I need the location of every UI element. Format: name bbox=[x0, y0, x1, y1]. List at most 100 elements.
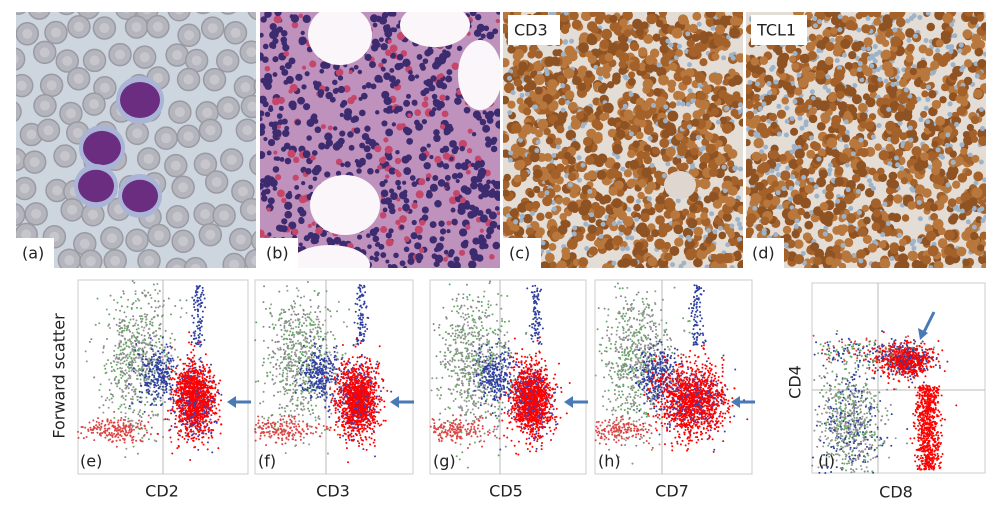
stained-cell bbox=[861, 204, 870, 213]
event bbox=[147, 378, 150, 381]
unstained-cell bbox=[957, 48, 963, 54]
event bbox=[112, 360, 115, 363]
rbc-center bbox=[6, 261, 16, 271]
unstained-cell bbox=[861, 46, 867, 52]
event bbox=[134, 290, 137, 293]
stained-cell bbox=[926, 22, 935, 32]
unstained-cell bbox=[971, 224, 977, 230]
nucleus bbox=[283, 142, 291, 150]
event bbox=[151, 402, 154, 405]
nucleus bbox=[492, 241, 500, 250]
event bbox=[147, 372, 150, 375]
stained-cell bbox=[840, 38, 851, 49]
stained-cell bbox=[804, 220, 814, 230]
stained-cell bbox=[845, 19, 856, 31]
event bbox=[138, 410, 141, 413]
unstained-cell bbox=[848, 206, 854, 212]
event bbox=[120, 305, 123, 308]
unstained-cell bbox=[571, 231, 577, 237]
stained-cell bbox=[591, 201, 600, 211]
nucleus bbox=[418, 152, 427, 162]
unstained-cell bbox=[738, 166, 743, 172]
stained-cell bbox=[930, 60, 940, 70]
unstained-cell bbox=[747, 79, 753, 85]
unstained-cell bbox=[551, 152, 557, 158]
nucleus bbox=[406, 137, 414, 145]
stained-cell bbox=[606, 169, 617, 180]
rbc-center bbox=[237, 186, 248, 197]
stained-cell bbox=[824, 56, 834, 66]
stained-cell bbox=[903, 143, 912, 152]
stained-cell bbox=[970, 115, 980, 125]
nucleus bbox=[263, 177, 270, 184]
stained-cell bbox=[636, 97, 644, 105]
stained-cell bbox=[629, 258, 638, 267]
nucleus bbox=[439, 228, 447, 235]
event bbox=[122, 319, 125, 322]
event bbox=[131, 342, 134, 345]
nucleus bbox=[408, 74, 416, 82]
unstained-cell bbox=[886, 106, 892, 112]
nucleus bbox=[378, 37, 384, 43]
event bbox=[140, 307, 143, 310]
stained-cell bbox=[733, 250, 742, 258]
event bbox=[160, 364, 163, 367]
event bbox=[115, 382, 118, 385]
unstained-cell bbox=[843, 119, 849, 125]
nucleus bbox=[260, 95, 267, 104]
nucleus bbox=[305, 168, 312, 175]
stained-cell bbox=[533, 168, 543, 179]
nucleus bbox=[315, 81, 322, 87]
unstained-cell bbox=[858, 137, 864, 143]
stained-cell bbox=[842, 252, 853, 263]
stained-cell bbox=[848, 51, 857, 60]
nucleus bbox=[277, 96, 285, 104]
stained-cell bbox=[929, 203, 938, 212]
event bbox=[170, 354, 173, 357]
nucleus bbox=[415, 122, 424, 131]
unstained-cell bbox=[812, 23, 818, 29]
stained-cell bbox=[794, 87, 803, 96]
stained-cell bbox=[580, 199, 592, 211]
nucleus bbox=[387, 202, 395, 210]
stained-cell bbox=[700, 212, 708, 220]
stained-cell bbox=[515, 159, 526, 170]
nucleus bbox=[378, 16, 388, 25]
nucleus bbox=[442, 152, 450, 160]
unstained-cell bbox=[817, 19, 823, 25]
event bbox=[124, 384, 127, 387]
nucleus bbox=[414, 242, 422, 250]
stained-cell bbox=[846, 213, 857, 224]
event bbox=[156, 314, 159, 317]
nucleus bbox=[353, 127, 361, 134]
event bbox=[134, 388, 137, 391]
rbc-center bbox=[174, 107, 185, 118]
event bbox=[119, 405, 122, 408]
unstained-cell bbox=[959, 67, 965, 73]
event bbox=[155, 345, 158, 348]
nucleus bbox=[395, 219, 401, 226]
event bbox=[119, 352, 122, 355]
nucleus bbox=[454, 97, 462, 105]
stained-cell bbox=[640, 212, 650, 223]
stained-cell bbox=[601, 28, 613, 40]
unstained-cell bbox=[918, 117, 924, 123]
stained-cell bbox=[907, 201, 917, 210]
stained-cell bbox=[691, 33, 700, 42]
stained-cell bbox=[792, 194, 804, 205]
event bbox=[125, 379, 128, 382]
stained-cell bbox=[559, 212, 567, 221]
event bbox=[132, 411, 135, 414]
stained-cell bbox=[543, 128, 551, 136]
stained-cell bbox=[517, 68, 525, 76]
unstained-cell bbox=[979, 126, 985, 132]
nucleus bbox=[385, 238, 394, 247]
stained-cell bbox=[618, 60, 627, 69]
unstained-cell bbox=[624, 245, 630, 251]
nucleus bbox=[266, 207, 271, 212]
stained-cell bbox=[978, 136, 986, 147]
event bbox=[146, 313, 149, 316]
nucleus bbox=[431, 253, 438, 259]
event bbox=[136, 331, 139, 334]
stained-cell bbox=[790, 127, 799, 136]
